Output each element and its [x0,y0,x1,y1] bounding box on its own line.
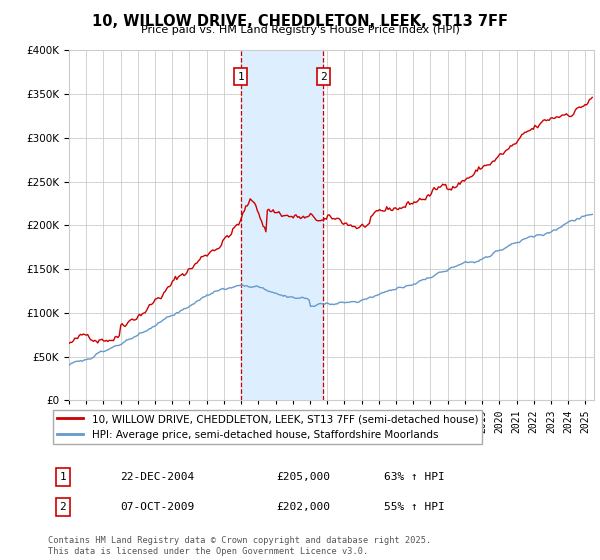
Text: 2: 2 [59,502,67,512]
Text: 22-DEC-2004: 22-DEC-2004 [120,472,194,482]
Text: Contains HM Land Registry data © Crown copyright and database right 2025.
This d: Contains HM Land Registry data © Crown c… [48,536,431,556]
Legend: 10, WILLOW DRIVE, CHEDDLETON, LEEK, ST13 7FF (semi-detached house), HPI: Average: 10, WILLOW DRIVE, CHEDDLETON, LEEK, ST13… [53,410,482,444]
Text: 63% ↑ HPI: 63% ↑ HPI [384,472,445,482]
Bar [241,50,323,400]
Text: 1: 1 [59,472,67,482]
Text: 2: 2 [320,72,326,82]
Text: Price paid vs. HM Land Registry's House Price Index (HPI): Price paid vs. HM Land Registry's House … [140,25,460,35]
Text: £202,000: £202,000 [276,502,330,512]
Text: 10, WILLOW DRIVE, CHEDDLETON, LEEK, ST13 7FF: 10, WILLOW DRIVE, CHEDDLETON, LEEK, ST13… [92,14,508,29]
Text: £205,000: £205,000 [276,472,330,482]
Text: 1: 1 [237,72,244,82]
Text: 55% ↑ HPI: 55% ↑ HPI [384,502,445,512]
Text: 07-OCT-2009: 07-OCT-2009 [120,502,194,512]
